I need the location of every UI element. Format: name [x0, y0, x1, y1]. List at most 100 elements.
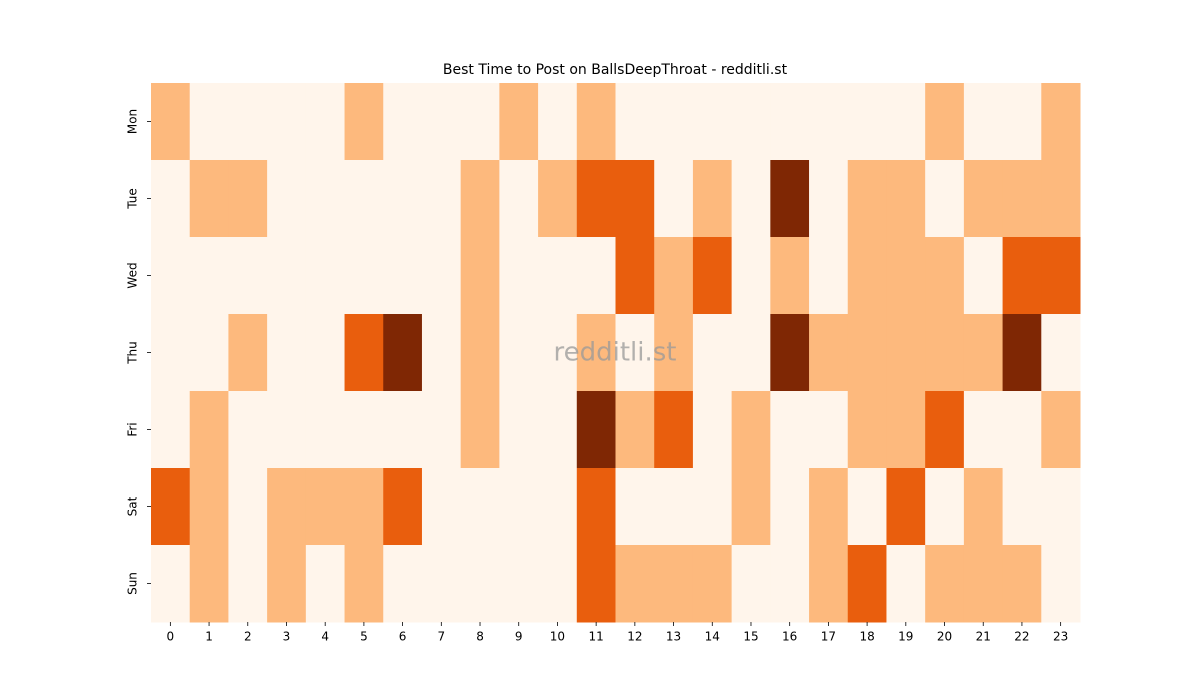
heatmap-cell [344, 314, 384, 392]
heatmap-cell [228, 237, 268, 315]
heatmap-cell [886, 468, 926, 546]
heatmap-cell [847, 314, 887, 392]
chart-title: Best Time to Post on BallsDeepThroat - r… [443, 62, 788, 78]
heatmap-cell [1002, 468, 1042, 546]
y-tick-label: Sat [126, 496, 140, 516]
y-tick-label: Wed [126, 262, 140, 288]
heatmap-cell [383, 237, 423, 315]
heatmap-cell [189, 545, 229, 623]
heatmap-cell [770, 237, 810, 315]
x-tick-label: 19 [898, 630, 913, 644]
heatmap-cell [1041, 468, 1081, 546]
heatmap-cell [847, 83, 887, 161]
heatmap-cell [963, 545, 1004, 623]
heatmap-cell [344, 237, 384, 315]
heatmap-cell [267, 160, 307, 238]
heatmap-cell [267, 83, 307, 161]
heatmap-cell [499, 237, 539, 315]
heatmap-cell [925, 468, 965, 546]
heatmap-cell [151, 391, 191, 469]
heatmap-cell [770, 160, 810, 238]
heatmap-cell [305, 160, 346, 238]
x-tick-label: 1 [205, 630, 213, 644]
heatmap-cell [344, 468, 384, 546]
heatmap-cell [460, 83, 500, 161]
y-tick-label: Mon [126, 109, 140, 134]
heatmap-cell [151, 160, 191, 238]
heatmap-cell [538, 160, 578, 238]
heatmap-cell [151, 468, 191, 546]
heatmap-cell [421, 237, 462, 315]
heatmap-cell [847, 391, 887, 469]
heatmap-cell [189, 83, 229, 161]
heatmap-cell [383, 468, 423, 546]
heatmap-cell [421, 314, 462, 392]
heatmap-cell [692, 545, 733, 623]
y-tick-label: Tue [126, 188, 140, 210]
x-tick-label: 17 [821, 630, 836, 644]
heatmap-cell [731, 314, 771, 392]
heatmap-cell [499, 468, 539, 546]
heatmap-cell [189, 468, 229, 546]
heatmap-cell [615, 314, 655, 392]
heatmap-cell [770, 314, 810, 392]
heatmap-cell [809, 83, 849, 161]
heatmap-cell [499, 83, 539, 161]
heatmap-cell [1002, 545, 1042, 623]
heatmap-cell [615, 237, 655, 315]
heatmap-cell [576, 314, 616, 392]
heatmap-cell [499, 314, 539, 392]
heatmap-cell [576, 83, 616, 161]
heatmap-cell [925, 391, 965, 469]
heatmap-cell [267, 468, 307, 546]
x-tick-label: 22 [1014, 630, 1029, 644]
heatmap-cell [925, 237, 965, 315]
heatmap-cell [576, 545, 616, 623]
heatmap-cell [925, 83, 965, 161]
heatmap-cell [344, 160, 384, 238]
x-tick-label: 14 [705, 630, 720, 644]
heatmap-cell [499, 545, 539, 623]
heatmap-cell [383, 83, 423, 161]
heatmap-cell [305, 83, 346, 161]
watermark: redditli.st [554, 338, 677, 368]
heatmap-cell [692, 314, 733, 392]
heatmap-cell [383, 545, 423, 623]
heatmap-cell [847, 468, 887, 546]
heatmap-cell [809, 545, 849, 623]
heatmap-cell [576, 391, 616, 469]
heatmap-cell [809, 160, 849, 238]
heatmap-cell [731, 160, 771, 238]
x-tick-label: 13 [666, 630, 681, 644]
heatmap-cell [1002, 314, 1042, 392]
x-tick-label: 10 [550, 630, 565, 644]
heatmap-cell [538, 545, 578, 623]
x-tick-label: 3 [283, 630, 291, 644]
heatmap-cell [886, 314, 926, 392]
heatmap-cell [538, 237, 578, 315]
heatmap-cell [654, 391, 694, 469]
heatmap-cell [421, 391, 462, 469]
heatmap-cell [886, 545, 926, 623]
heatmap-cell [1041, 314, 1081, 392]
heatmap-cell [692, 391, 733, 469]
heatmap-cell [151, 314, 191, 392]
heatmap-cell [151, 237, 191, 315]
x-tick-label: 8 [476, 630, 484, 644]
heatmap-cell [963, 83, 1004, 161]
heatmap-cell [654, 83, 694, 161]
heatmap-cell [886, 391, 926, 469]
y-tick-label: Thu [126, 341, 140, 365]
heatmap-cell [538, 83, 578, 161]
heatmap-cell [499, 391, 539, 469]
heatmap-cell [189, 314, 229, 392]
heatmap-cell [654, 314, 694, 392]
y-tick-label: Sun [126, 572, 140, 595]
heatmap-cell [809, 237, 849, 315]
heatmap-cell [421, 160, 462, 238]
heatmap-cell [963, 314, 1004, 392]
heatmap-cell [460, 545, 500, 623]
heatmap-cell [538, 314, 578, 392]
heatmap-cell [576, 160, 616, 238]
